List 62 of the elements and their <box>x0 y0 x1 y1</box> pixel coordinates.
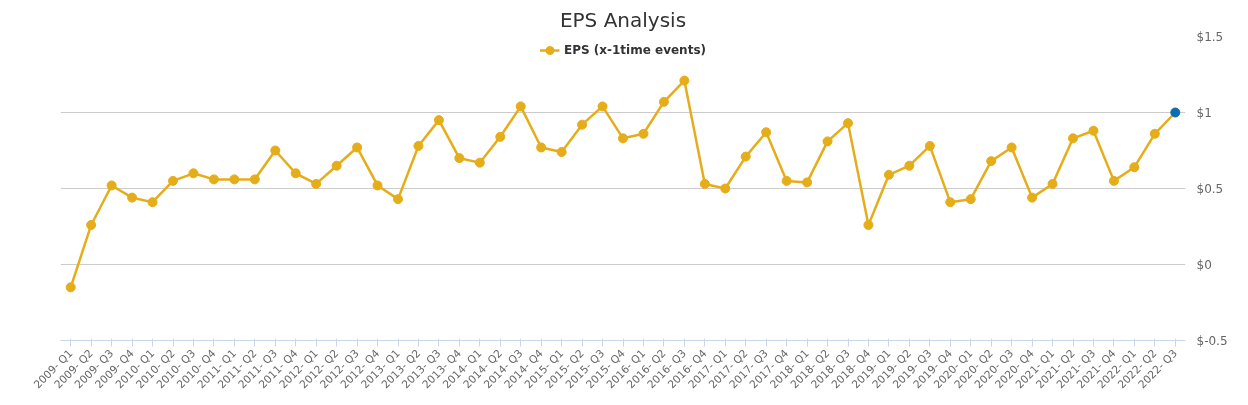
point <box>699 178 710 189</box>
point <box>1068 133 1078 144</box>
point <box>474 157 485 168</box>
legend-label: EPS (x-1time events) <box>563 43 707 57</box>
point <box>372 180 383 191</box>
point <box>1108 175 1119 186</box>
point <box>65 282 76 293</box>
y-tick-label: $0 <box>1196 257 1212 272</box>
point <box>188 168 199 179</box>
point <box>311 178 322 189</box>
point <box>1088 125 1099 136</box>
point <box>515 101 526 112</box>
point <box>147 197 158 208</box>
point <box>86 219 97 230</box>
point <box>945 197 956 208</box>
y-tick-label: $0.5 <box>1196 181 1224 196</box>
point <box>822 136 833 147</box>
point <box>393 194 403 205</box>
point <box>127 192 138 203</box>
point <box>618 133 628 144</box>
point <box>249 174 260 185</box>
point <box>658 96 669 107</box>
point <box>904 160 915 171</box>
point <box>577 119 588 130</box>
point <box>1027 192 1038 203</box>
point <box>556 147 567 158</box>
point <box>965 194 976 205</box>
point <box>843 118 853 129</box>
point <box>1170 107 1181 118</box>
point <box>1006 142 1017 153</box>
point <box>208 174 219 185</box>
point <box>270 145 281 156</box>
point <box>495 131 506 142</box>
point <box>1149 128 1160 139</box>
point <box>433 115 444 126</box>
point <box>740 151 751 162</box>
point <box>229 174 240 185</box>
point <box>802 177 813 188</box>
point <box>168 175 178 186</box>
point <box>761 127 772 138</box>
y-tick-label: $1 <box>1196 105 1212 120</box>
point <box>536 142 547 153</box>
point <box>597 101 608 112</box>
point <box>638 128 649 139</box>
point <box>679 75 690 86</box>
y-tick-label: $-0.5 <box>1196 333 1228 348</box>
point <box>106 180 117 191</box>
chart-title: EPS Analysis <box>559 7 687 32</box>
point <box>924 140 935 151</box>
point <box>883 169 894 180</box>
point <box>1047 178 1058 189</box>
y-tick-label: $1.5 <box>1196 29 1224 44</box>
point <box>986 156 997 167</box>
point <box>331 160 342 171</box>
point <box>413 140 424 151</box>
point <box>352 142 363 153</box>
point <box>863 219 874 230</box>
point <box>1129 162 1140 173</box>
point <box>290 168 301 179</box>
point <box>454 153 465 164</box>
point <box>781 175 792 186</box>
point <box>720 183 731 194</box>
